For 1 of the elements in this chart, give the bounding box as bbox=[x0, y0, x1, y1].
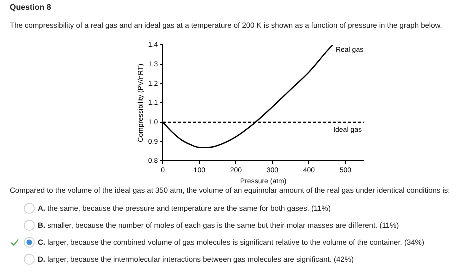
text: Question 8 bbox=[10, 3, 52, 12]
